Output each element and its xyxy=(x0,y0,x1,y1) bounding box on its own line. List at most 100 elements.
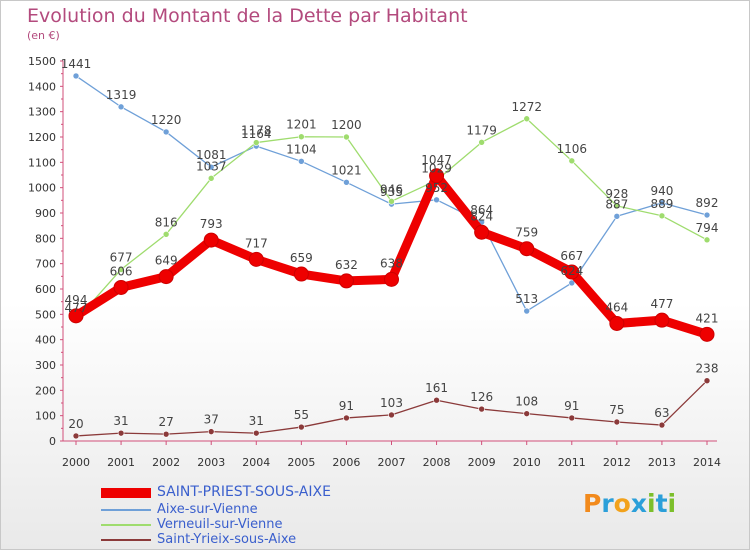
data-point xyxy=(523,115,531,123)
data-label: 952 xyxy=(425,181,448,195)
y-tick-label: 500 xyxy=(35,308,56,321)
data-label: 63 xyxy=(654,406,669,420)
x-tick-label: 2009 xyxy=(468,456,496,469)
data-point xyxy=(523,307,531,315)
data-point xyxy=(388,411,395,419)
data-label: 103 xyxy=(380,396,403,410)
logo-letter: i xyxy=(667,489,677,518)
data-point xyxy=(564,264,580,280)
data-point xyxy=(703,211,711,219)
data-point xyxy=(343,414,350,422)
y-tick-label: 1400 xyxy=(28,80,56,93)
data-point xyxy=(523,410,531,417)
legend-label: SAINT-PRIEST-SOUS-AIXE xyxy=(157,484,331,500)
data-label: 1047 xyxy=(421,153,452,167)
data-point xyxy=(248,251,264,267)
legend-swatch xyxy=(101,539,151,541)
y-tick-label: 1000 xyxy=(28,182,56,195)
data-label: 161 xyxy=(425,381,448,395)
series-layer xyxy=(68,72,715,440)
data-label: 1319 xyxy=(106,88,137,102)
data-label: 935 xyxy=(380,185,403,199)
data-point xyxy=(162,230,170,238)
data-point xyxy=(478,405,485,413)
data-point xyxy=(613,212,621,220)
data-label: 659 xyxy=(290,251,313,265)
legend-label: Verneuil-sur-Vienne xyxy=(157,517,283,532)
x-tick-label: 2011 xyxy=(558,456,586,469)
data-label: 1037 xyxy=(196,159,227,173)
data-point xyxy=(699,326,715,342)
x-tick-label: 2005 xyxy=(287,456,315,469)
data-label: 20 xyxy=(68,417,83,431)
x-tick-label: 2013 xyxy=(648,456,676,469)
data-point xyxy=(654,312,670,328)
data-label: 1201 xyxy=(286,118,317,132)
legend-label: Saint-Yrieix-sous-Aixe xyxy=(157,532,297,547)
series-saint-priest-sous-aixe xyxy=(68,168,715,342)
series-verneuil-sur-vienne xyxy=(72,115,711,324)
data-point xyxy=(433,196,440,204)
data-label: 91 xyxy=(339,399,354,413)
data-point xyxy=(429,168,445,184)
data-point xyxy=(433,396,440,404)
y-tick-label: 400 xyxy=(35,334,56,347)
data-point xyxy=(72,72,80,80)
data-label: 55 xyxy=(294,408,309,422)
y-tick-label: 800 xyxy=(35,232,56,245)
chart-title: Evolution du Montant de la Dette par Hab… xyxy=(27,5,468,27)
data-point xyxy=(703,236,711,244)
data-point xyxy=(658,199,666,207)
data-label: 667 xyxy=(560,249,583,263)
data-point xyxy=(519,241,535,257)
data-label: 464 xyxy=(605,300,628,314)
data-label: 477 xyxy=(650,297,673,311)
data-label: 494 xyxy=(65,293,88,307)
data-point xyxy=(113,279,129,295)
x-tick-label: 2000 xyxy=(62,456,90,469)
data-label: 421 xyxy=(696,311,719,325)
data-point xyxy=(117,103,125,111)
data-label: 759 xyxy=(515,226,538,240)
data-point xyxy=(343,133,350,141)
data-point xyxy=(298,423,305,431)
x-tick-label: 2003 xyxy=(197,456,225,469)
data-point xyxy=(474,224,490,240)
data-point xyxy=(568,414,576,422)
data-point xyxy=(658,212,666,220)
x-tick-label: 2014 xyxy=(693,456,721,469)
data-point xyxy=(568,157,576,165)
y-tick-label: 1200 xyxy=(28,131,56,144)
data-label: 946 xyxy=(380,182,403,196)
data-label: 513 xyxy=(515,292,538,306)
data-label: 477 xyxy=(65,301,88,315)
data-label: 31 xyxy=(249,414,264,428)
logo-letter: i xyxy=(647,489,656,518)
data-point xyxy=(613,418,621,426)
data-label: 677 xyxy=(110,250,133,264)
logo-letter: x xyxy=(630,489,647,518)
data-label: 1272 xyxy=(511,100,542,114)
legend-swatch xyxy=(101,524,151,526)
data-label: 75 xyxy=(609,403,624,417)
x-tick-label: 2001 xyxy=(107,456,135,469)
data-label: 31 xyxy=(113,414,128,428)
y-tick-label: 200 xyxy=(35,384,56,397)
data-point xyxy=(338,273,354,289)
data-label: 1164 xyxy=(241,127,272,141)
data-point xyxy=(293,266,309,282)
logo-letter: P xyxy=(583,489,602,518)
data-label: 928 xyxy=(605,187,628,201)
data-point xyxy=(343,179,350,186)
x-tick-label: 2010 xyxy=(513,456,541,469)
data-label: 1220 xyxy=(151,113,182,127)
data-label: 1081 xyxy=(196,148,227,162)
data-point xyxy=(207,163,215,171)
data-label: 824 xyxy=(470,209,493,223)
data-label: 816 xyxy=(155,215,178,229)
data-label: 892 xyxy=(696,196,719,210)
data-point xyxy=(613,202,621,210)
data-label: 794 xyxy=(696,221,719,235)
data-label: 624 xyxy=(560,264,583,278)
proxiti-logo: Proxiti xyxy=(583,489,676,518)
